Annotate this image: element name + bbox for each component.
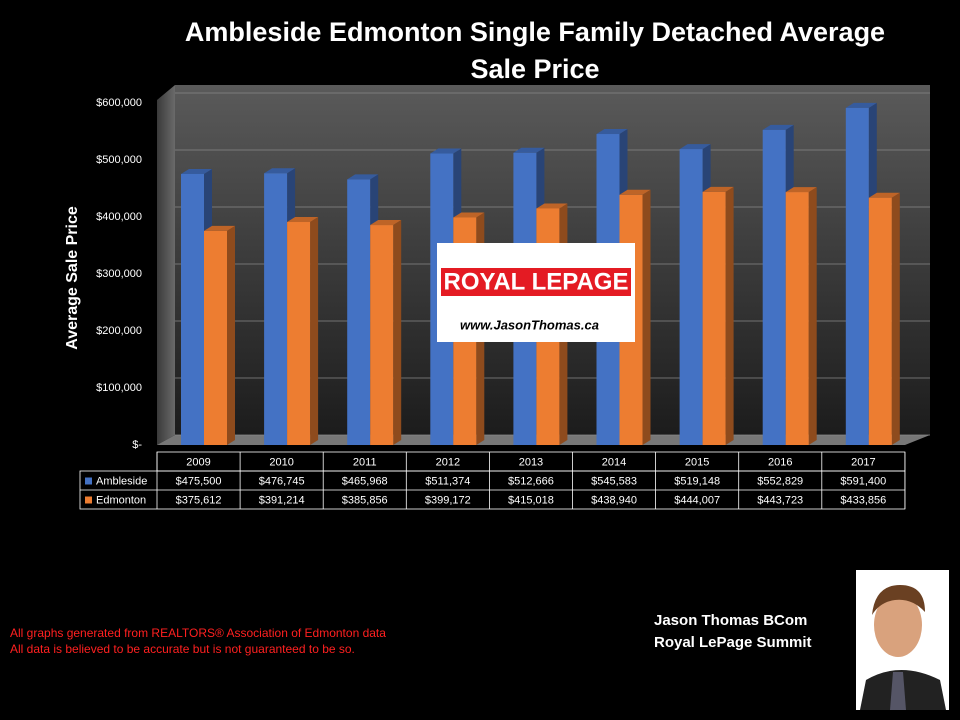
side-wall xyxy=(157,85,175,445)
x-tick-label: 2016 xyxy=(768,456,792,468)
x-tick-label: 2017 xyxy=(851,456,875,468)
agent-name: Jason Thomas BCom xyxy=(654,612,808,629)
y-tick-label: $100,000 xyxy=(96,382,142,394)
bar-top xyxy=(430,148,462,154)
value-label: $476,745 xyxy=(259,475,305,487)
bar-top xyxy=(619,189,651,195)
bar xyxy=(287,222,311,445)
bar-side xyxy=(393,220,402,445)
bar-top xyxy=(868,192,900,198)
value-label: $391,214 xyxy=(259,494,305,506)
value-label: $465,968 xyxy=(342,475,388,487)
bar xyxy=(347,179,371,445)
logo-url: www.JasonThomas.ca xyxy=(460,317,599,332)
x-tick-label: 2011 xyxy=(353,456,377,468)
bar-top xyxy=(264,168,296,174)
bar xyxy=(204,230,227,445)
x-tick-label: 2015 xyxy=(685,456,709,468)
logo-brand: ROYAL LEPAGE xyxy=(444,268,629,295)
photo-tie xyxy=(890,672,906,710)
value-label: $511,374 xyxy=(425,475,470,487)
bar-top xyxy=(287,217,319,223)
legend-label: Edmonton xyxy=(96,494,146,506)
data-table: 2009 2010 2011 2012 2013 2014 2015 2016 2017 Ambl… xyxy=(79,451,906,510)
value-label: $385,856 xyxy=(342,494,388,506)
value-label: $399,172 xyxy=(425,494,471,506)
bar-side xyxy=(310,217,319,445)
photo-face xyxy=(874,593,922,657)
bar-side xyxy=(808,187,817,446)
x-tick-label: 2012 xyxy=(436,456,460,468)
bar-top xyxy=(596,129,628,135)
bar xyxy=(762,129,786,446)
value-label: $591,400 xyxy=(840,475,886,487)
y-tick-label: $500,000 xyxy=(96,154,142,166)
value-label: $438,940 xyxy=(591,494,637,506)
y-tick-label: $300,000 xyxy=(96,268,142,280)
value-label: $475,500 xyxy=(176,475,222,487)
x-tick-label: 2009 xyxy=(186,456,210,468)
bar-top xyxy=(702,186,734,192)
y-tick-label: $400,000 xyxy=(96,211,142,223)
chart-title: Ambleside Edmonton Single Family Detache… xyxy=(184,17,886,84)
bar-top xyxy=(536,203,568,209)
value-label: $443,723 xyxy=(757,494,803,506)
y-tick-label: $- xyxy=(132,439,142,451)
bar-top xyxy=(679,144,711,150)
bar-top xyxy=(845,102,877,108)
value-label: $444,007 xyxy=(674,494,720,506)
value-label: $545,583 xyxy=(591,475,637,487)
bar xyxy=(702,191,726,445)
agent-photo xyxy=(856,570,949,710)
value-label: $552,829 xyxy=(757,475,803,487)
bar-top xyxy=(204,225,235,231)
bar xyxy=(868,197,892,445)
value-label: $519,148 xyxy=(674,475,720,487)
y-tick-label: $600,000 xyxy=(96,97,142,109)
bar-top xyxy=(453,212,485,218)
bar-side xyxy=(642,189,651,445)
bar xyxy=(845,107,869,445)
x-tick-label: 2013 xyxy=(519,456,543,468)
bar-top xyxy=(785,187,817,193)
legend-swatch xyxy=(85,496,92,504)
bar xyxy=(785,192,809,445)
photo-hair xyxy=(872,585,925,615)
legend-label: Ambleside xyxy=(96,475,147,487)
logo-band xyxy=(441,268,631,296)
footer-note: All graphs generated from REALTORS® Asso… xyxy=(10,626,386,640)
value-label: $433,856 xyxy=(840,494,886,506)
bar-top xyxy=(513,147,545,153)
bar-top xyxy=(347,174,379,180)
bar-top xyxy=(181,168,212,174)
bar xyxy=(370,225,394,445)
value-label: $415,018 xyxy=(508,494,554,506)
value-label: $512,666 xyxy=(508,475,554,487)
bar xyxy=(181,173,204,445)
bar-top xyxy=(762,124,794,130)
bar xyxy=(264,173,288,445)
bar-side xyxy=(227,225,235,445)
y-tick-label: $200,000 xyxy=(96,325,142,337)
value-label: $375,612 xyxy=(176,494,222,506)
bar xyxy=(679,149,703,445)
x-tick-label: 2010 xyxy=(269,456,293,468)
agent-office: Royal LePage Summit xyxy=(654,634,812,651)
x-tick-label: 2014 xyxy=(602,456,626,468)
legend-swatch xyxy=(85,477,92,485)
y-axis-label: Average Sale Price xyxy=(64,206,81,350)
bar-side xyxy=(725,186,734,445)
footer-note: All data is believed to be accurate but … xyxy=(10,642,355,656)
bar-side xyxy=(891,192,900,445)
bar-top xyxy=(370,220,402,226)
